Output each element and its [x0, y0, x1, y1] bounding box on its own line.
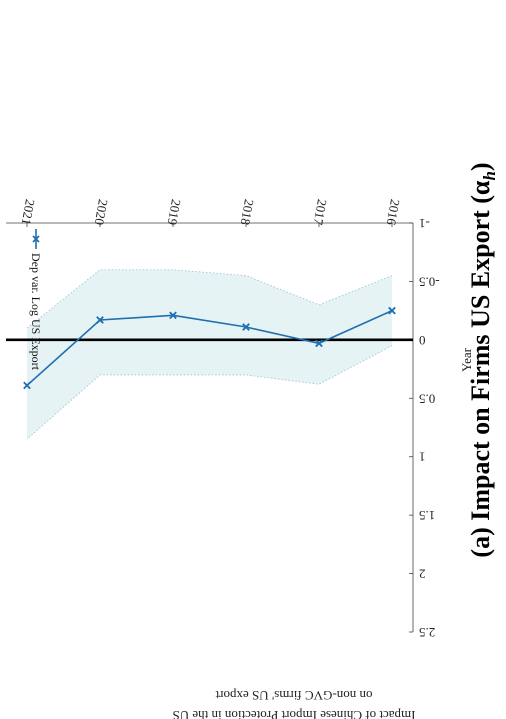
y-tick-label: 1.5	[419, 508, 435, 523]
y-axis-label-line1: Impact of Chinese Import Protection in t…	[173, 708, 416, 719]
figure-caption-subscript: h	[480, 171, 499, 180]
data-point-marker	[315, 339, 323, 348]
y-tick-label: -1	[419, 216, 430, 231]
axes	[6, 222, 414, 633]
y-tick-label: 0	[419, 333, 426, 348]
x-tick-label: 2020	[92, 198, 111, 226]
marker-stroke	[242, 323, 250, 331]
x-tick-label: 2016	[384, 198, 403, 227]
legend-label: Dep var. Log US Export	[29, 253, 43, 371]
tick-labels: 2.5 2 1.5 1 0.5 0 -0.5 -1 2016 2017 2018 2019 2020 20…	[19, 198, 440, 640]
confidence-band	[26, 269, 393, 440]
x-tick-label: 2018	[238, 198, 257, 226]
legend: Dep var. Log US Export	[29, 229, 43, 371]
figure-caption-close: )	[466, 162, 495, 171]
y-tick-label: 2.5	[419, 625, 435, 640]
data-point-marker	[23, 381, 31, 390]
axis-labels: Year Impact of Chinese Import Protection…	[173, 162, 499, 719]
y-tick-label: 1	[419, 450, 426, 465]
y-tick-label: 2	[419, 567, 426, 582]
y-tick-label: -0.5	[419, 274, 440, 289]
x-tick-label: 2021	[19, 198, 38, 226]
x-tick-label: 2019	[165, 198, 184, 226]
ci-band	[27, 269, 392, 440]
data-point-marker	[242, 323, 250, 331]
marker-stroke	[23, 381, 31, 390]
data-point-marker	[388, 306, 396, 315]
marker-stroke	[96, 316, 104, 324]
data-point-marker	[96, 316, 104, 324]
x-tick-label: 2017	[311, 198, 330, 227]
ci-upper-line	[26, 345, 393, 440]
rotated-figure: 2.5 2 1.5 1 0.5 0 -0.5 -1 2016 2017 2018 2019 2020 20…	[6, 162, 499, 719]
y-tick-label: 0.5	[419, 391, 435, 406]
data-point-marker	[169, 311, 177, 320]
figure-caption-main: (a) Impact on Firms US Export (α	[466, 180, 495, 558]
marker-stroke	[388, 306, 396, 315]
y-axis-label-line2: on non-GVC firms' US export	[215, 688, 372, 703]
marker-stroke	[169, 311, 177, 320]
series-layer	[23, 306, 396, 390]
figure-caption: (a) Impact on Firms US Export (αh)	[466, 162, 499, 557]
legend-marker	[32, 235, 40, 243]
series-line	[26, 309, 393, 387]
ci-lower-line	[26, 269, 393, 329]
x-axis-label: Year	[459, 347, 474, 372]
marker-stroke	[315, 339, 323, 348]
